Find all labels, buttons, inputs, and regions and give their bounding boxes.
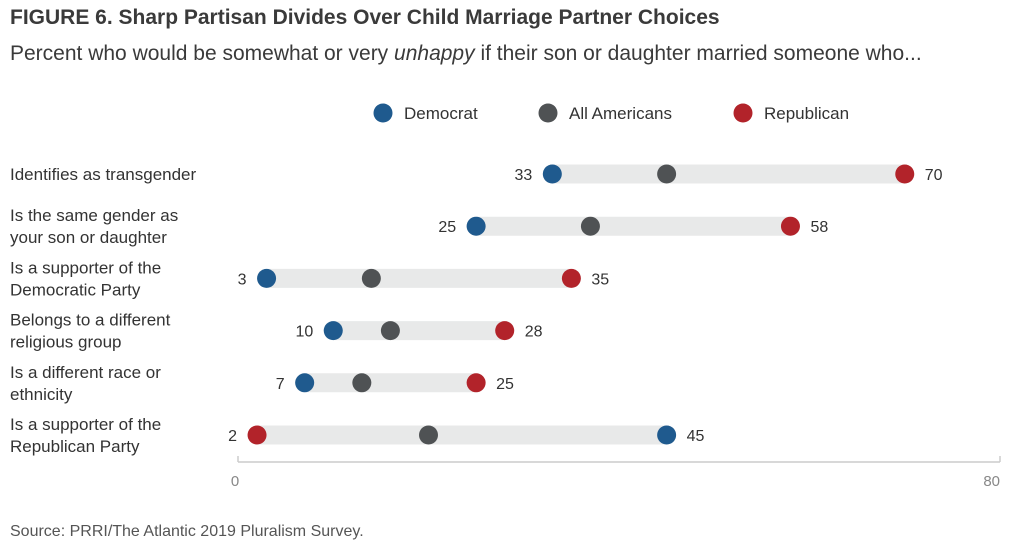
dot-republican [780,216,800,236]
source-note: Source: PRRI/The Atlantic 2019 Pluralism… [10,523,364,540]
dot-all-americans [352,373,372,393]
legend: Democrat All Americans Republican [373,103,849,123]
dot-democrat [657,425,677,445]
dot-all-americans [361,268,381,288]
x-tick-label: 0 [231,473,239,490]
row-label: Belongs to a different [10,311,171,330]
dot-republican [561,268,581,288]
chart-subtitle: Percent who would be somewhat or very un… [10,42,922,66]
legend-label-republican: Republican [764,104,849,123]
row-label: religious group [10,333,122,352]
dot-democrat [466,216,486,236]
value-label-republican: 28 [525,324,543,341]
dot-all-americans [380,321,400,341]
value-label-republican: 70 [925,167,943,184]
subtitle-start: Percent who would be somewhat or very [10,42,395,65]
dot-democrat [323,321,343,341]
value-label-democrat: 25 [438,219,456,236]
dot-democrat [542,164,562,184]
value-label-democrat: 10 [295,324,313,341]
dot-republican [466,373,486,393]
dot-all-americans [419,425,438,445]
row-label: Republican Party [10,437,140,456]
chart-row: Is the same gender as your son or daughte… [10,206,828,247]
dot-democrat [257,268,277,288]
value-label-republican: 58 [810,219,828,236]
legend-marker-democrat [373,103,393,123]
row-label: Is the same gender as [10,206,178,225]
legend-marker-all_americans [538,103,558,123]
row-label: your son or daughter [10,228,167,247]
dot-range-chart: Democrat All Americans Republican Identifi… [10,103,1001,490]
row-label: Is a supporter of the [10,258,161,277]
dot-all-americans [580,216,600,236]
chart-title: FIGURE 6. Sharp Partisan Divides Over Ch… [10,6,720,29]
x-tick-label: 80 [983,473,1000,490]
legend-marker-republican [733,103,753,123]
chart-row: Is a supporter of the Democratic Party 3 35 [10,258,609,299]
legend-label-democrat: Democrat [404,104,478,123]
chart-row: Is a different race or ethnicity 7 25 [10,363,514,404]
value-label-democrat: 33 [515,167,533,184]
chart-row: Belongs to a different religious group 10 2… [10,311,543,352]
row-label: Is a different race or [10,363,161,382]
value-label-democrat: 3 [238,271,247,288]
row-label: Identifies as transgender [10,165,197,184]
value-label-republican: 2 [228,428,237,445]
value-label-republican: 25 [496,376,514,393]
value-label-democrat: 7 [276,376,285,393]
chart-row: Is a supporter of the Republican Party 2 45 [10,415,705,456]
row-label: ethnicity [10,385,73,404]
value-label-democrat: 45 [687,428,705,445]
row-label: Is a supporter of the [10,415,161,434]
dot-democrat [295,373,315,393]
subtitle-emphasis: unhappy [394,42,475,65]
legend-label-all_americans: All Americans [569,104,672,123]
chart-row: Identifies as transgender 33 70 [10,164,943,184]
dot-republican [247,425,267,445]
dot-republican [495,321,515,341]
chart-rows: Identifies as transgender 33 70 Is the same… [10,164,943,456]
x-axis: 0 80 [231,456,1001,490]
subtitle-end: if their son or daughter married someone… [474,42,922,65]
value-label-republican: 35 [591,271,609,288]
row-label: Democratic Party [10,280,141,299]
dot-all-americans [657,164,677,184]
dot-republican [895,164,915,184]
